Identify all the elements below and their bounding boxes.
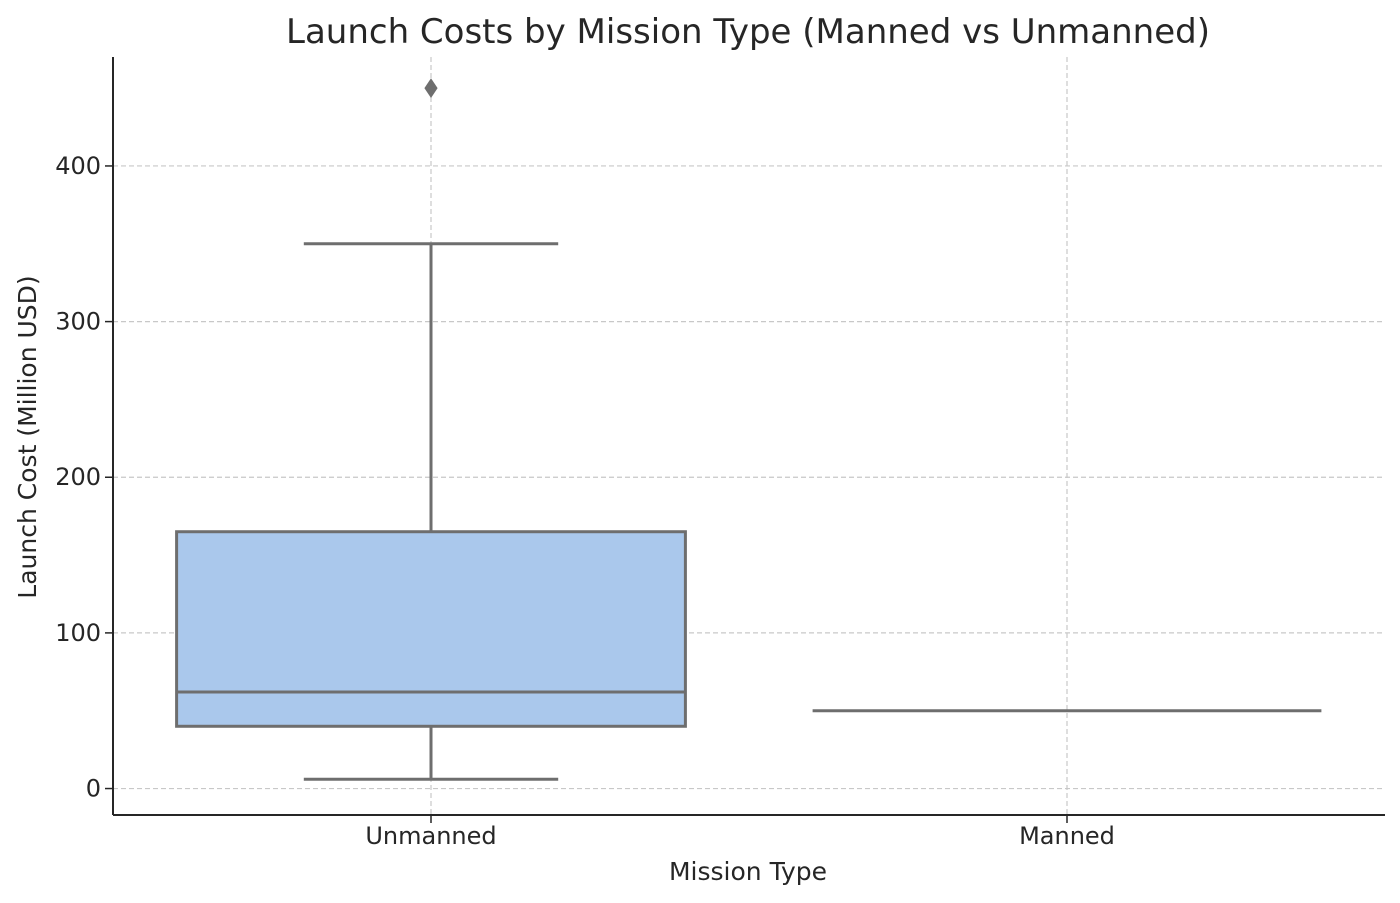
axes	[112, 57, 1385, 816]
y-axis-label: Launch Cost (Million USD)	[13, 275, 42, 598]
y-tick-label: 200	[55, 463, 101, 491]
ticks: 0 100 200 300 400 Unmanned Manned	[55, 152, 1115, 850]
chart-title: Launch Costs by Mission Type (Manned vs …	[286, 12, 1210, 52]
x-axis-label: Mission Type	[669, 857, 827, 886]
iqr-box	[175, 530, 687, 728]
box-unmanned	[175, 78, 687, 781]
y-tick-label: 300	[55, 308, 101, 336]
x-tick-label: Manned	[1019, 822, 1115, 850]
y-tick-label: 400	[55, 152, 101, 180]
x-tick-label: Unmanned	[365, 822, 496, 850]
y-tick-label: 0	[86, 775, 101, 803]
outlier-point	[424, 78, 438, 99]
boxes	[175, 78, 1322, 781]
y-tick-label: 100	[55, 619, 101, 647]
